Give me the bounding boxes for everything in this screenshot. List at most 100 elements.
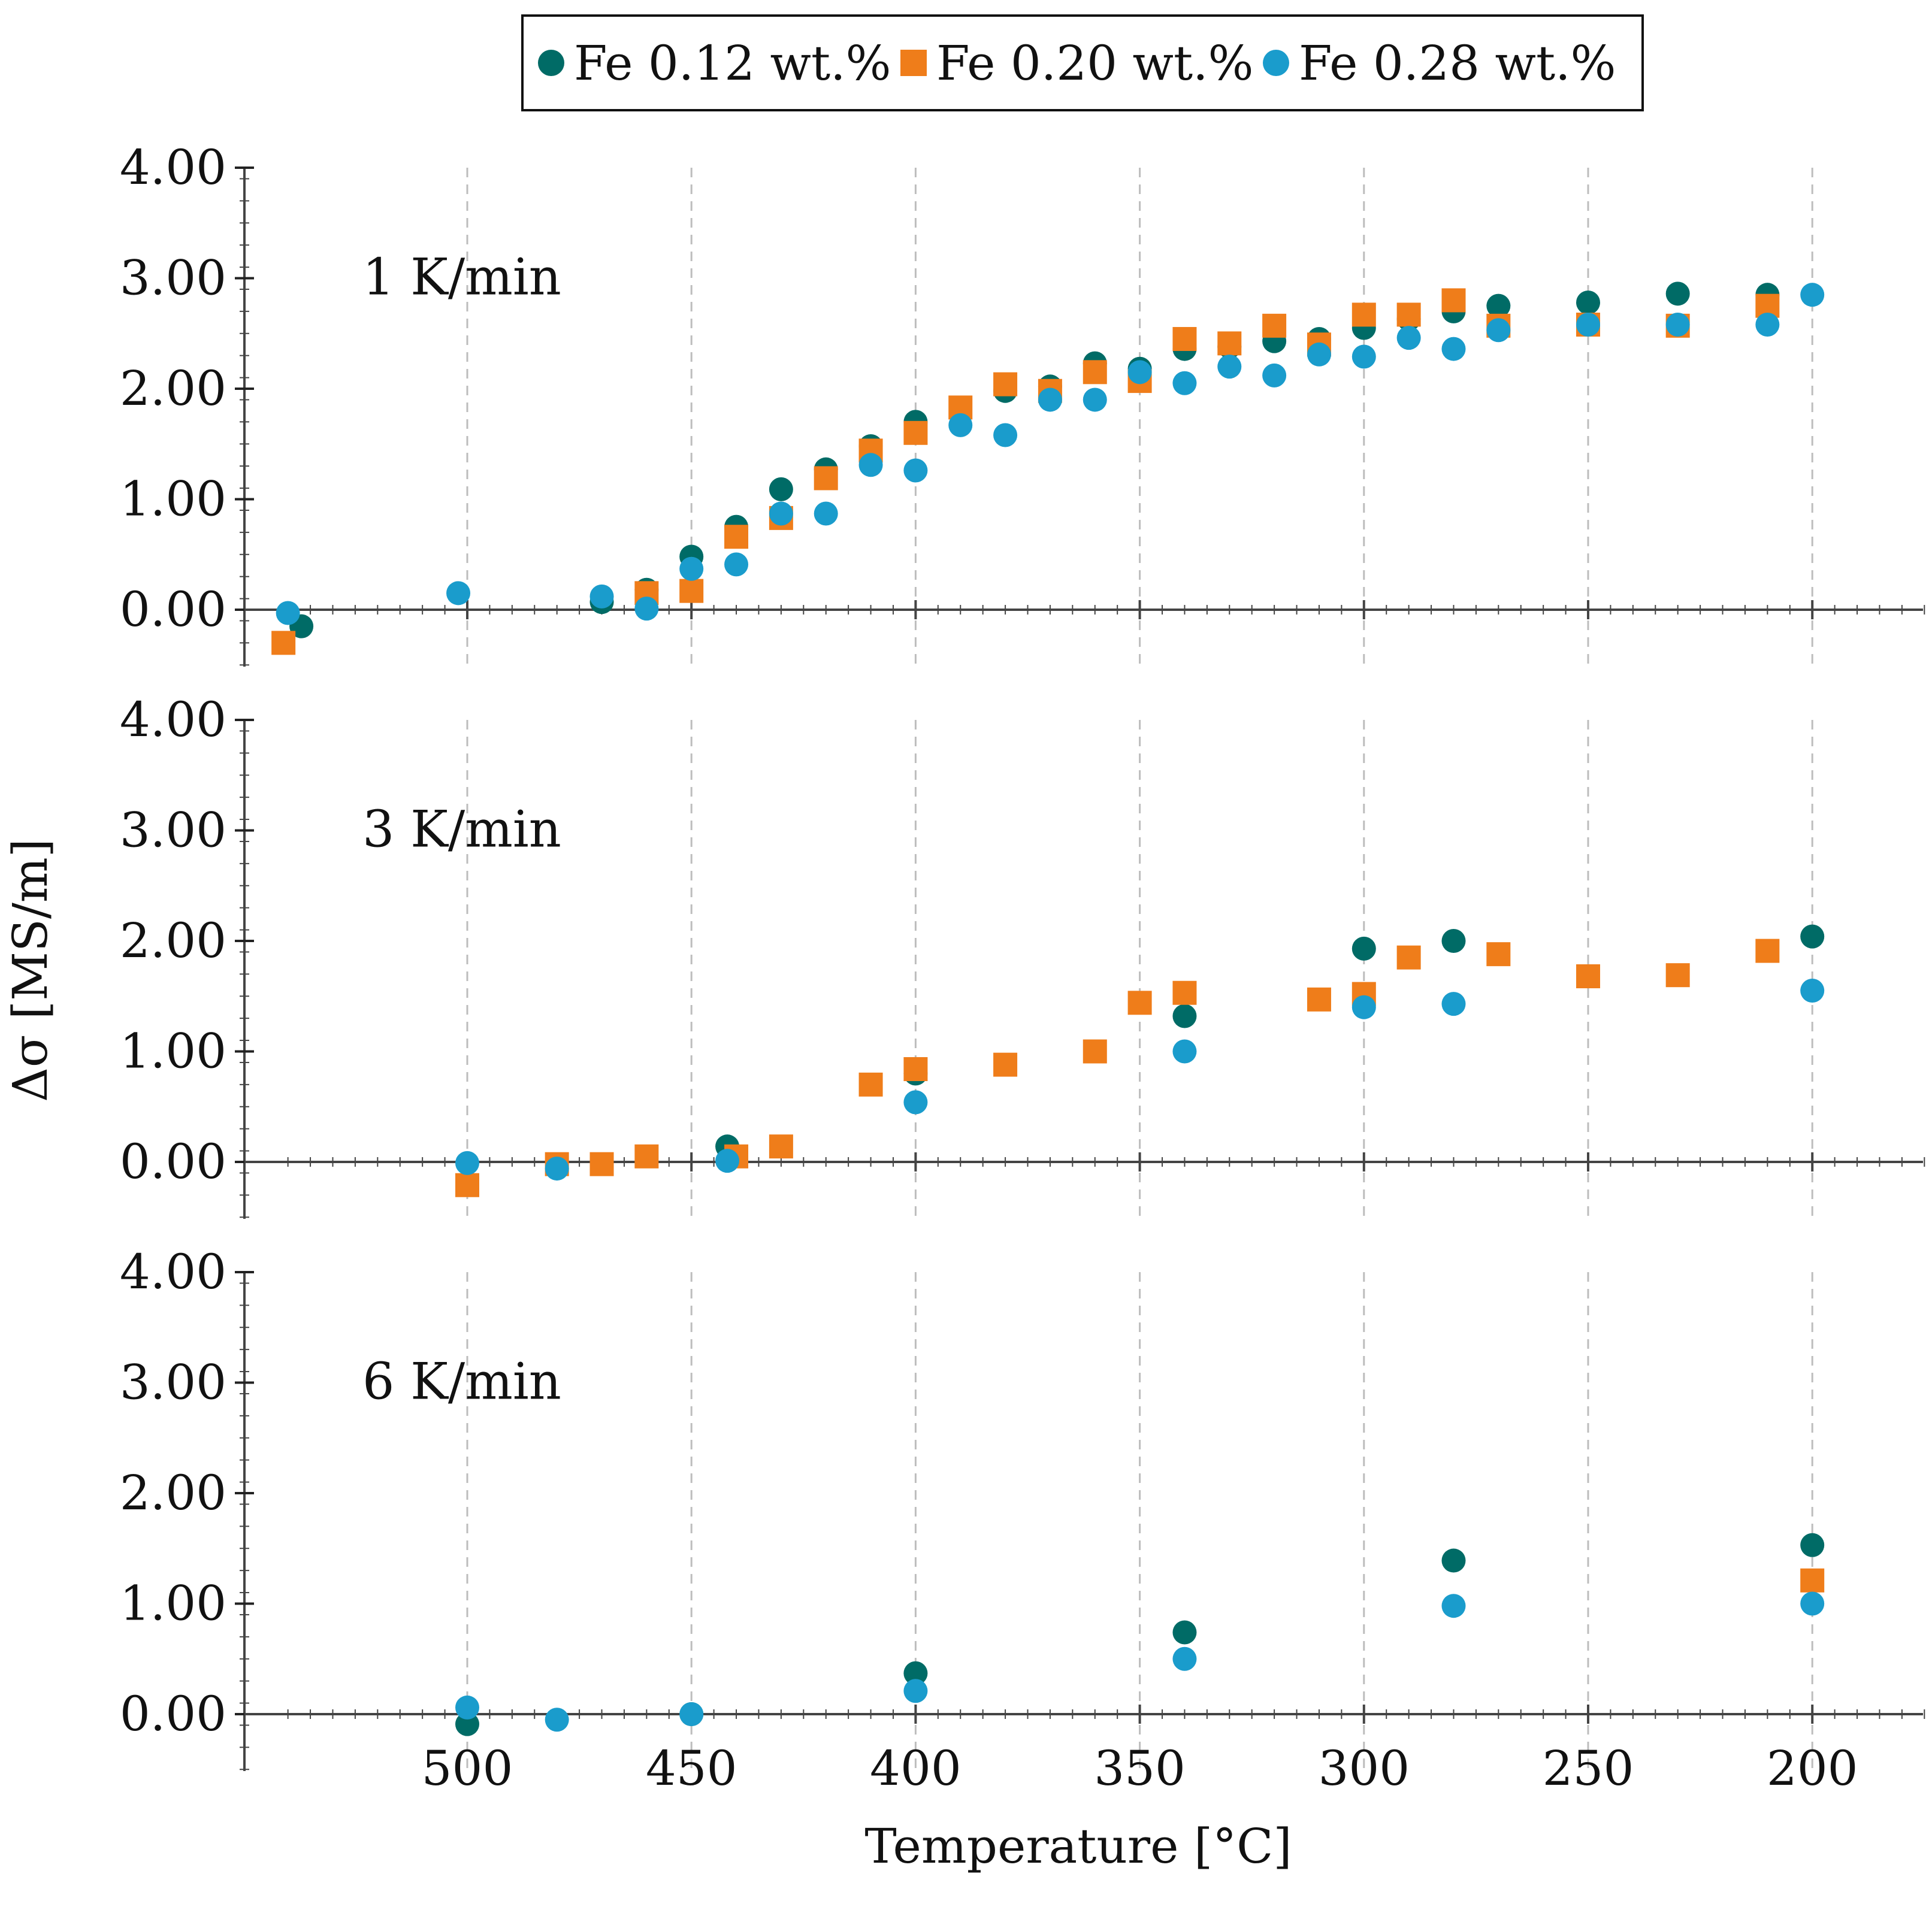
y-tick-label: 2.00 <box>120 1465 226 1521</box>
data-point-circle <box>1486 318 1511 343</box>
data-point-circle <box>1441 929 1466 953</box>
data-point-square <box>1127 991 1152 1015</box>
x-tick-label: 500 <box>422 1741 513 1796</box>
y-tick-label: 4.00 <box>120 692 226 747</box>
panel-label: 6 K/min <box>362 1352 561 1411</box>
data-point-circle <box>769 501 793 526</box>
data-point-circle <box>1800 283 1825 307</box>
data-point-circle <box>1441 992 1466 1016</box>
data-point-circle <box>903 1090 928 1115</box>
data-point-circle <box>1665 281 1690 306</box>
y-axis-label: Δσ [MS/m] <box>2 839 58 1102</box>
x-tick-labels: 500 450 400 350 300 250 200 <box>422 1741 1858 1796</box>
data-point-circle <box>993 423 1018 447</box>
data-point-circle <box>1576 290 1600 315</box>
data-point-square <box>455 1173 479 1197</box>
panel-1: 0.00 1.00 2.00 3.00 4.00 1 K/min <box>120 140 1925 667</box>
data-point-circle <box>455 1151 479 1175</box>
panel-label: 3 K/min <box>362 800 561 859</box>
y-tick-label: 2.00 <box>120 361 226 416</box>
data-point-circle <box>1441 337 1466 361</box>
data-point-circle <box>679 556 704 581</box>
data-point-circle <box>1665 312 1690 337</box>
data-point-square <box>993 1052 1018 1077</box>
data-point-square <box>1172 980 1197 1005</box>
panel-label: 1 K/min <box>362 248 561 307</box>
data-point-circle <box>1172 1646 1197 1671</box>
data-point-square <box>1217 331 1242 356</box>
y-tick-label: 3.00 <box>120 250 226 306</box>
x-tick-label: 250 <box>1543 1741 1634 1796</box>
data-point-circle <box>1800 924 1825 949</box>
data-point-circle <box>1217 355 1242 379</box>
data-point-circle <box>1352 344 1376 369</box>
data-point-circle <box>1083 388 1107 412</box>
data-point-circle <box>1576 312 1600 337</box>
y-tick-label: 3.00 <box>120 1355 226 1410</box>
data-point-square <box>1083 1039 1107 1064</box>
data-point-circle <box>948 413 973 437</box>
data-point-square <box>271 631 296 655</box>
data-point-square <box>903 420 928 445</box>
data-point-square <box>679 579 704 603</box>
data-point-square <box>1396 302 1421 327</box>
y-tick-label: 4.00 <box>120 1244 226 1300</box>
data-point-circle <box>589 584 614 609</box>
y-tick-label: 4.00 <box>120 140 226 195</box>
data-point-circle <box>1800 1591 1825 1616</box>
chart-panels: 0.00 1.00 2.00 3.00 4.00 1 K/min 0.00 1.00 2.00 3… <box>120 140 1925 1796</box>
data-point-circle <box>1486 293 1511 318</box>
data-point-square <box>1441 288 1466 313</box>
data-point-square <box>1800 1568 1825 1593</box>
data-point-circle <box>455 1712 479 1736</box>
data-point-circle <box>1262 363 1287 388</box>
legend-label: Fe 0.20 wt.% <box>936 35 1254 91</box>
legend-marker-circle <box>1263 50 1289 76</box>
x-axis-label: Temperature [°C] <box>864 1818 1292 1874</box>
data-point-circle <box>903 458 928 483</box>
data-point-circle <box>1441 1594 1466 1618</box>
y-tick-label: 1.00 <box>120 471 226 527</box>
data-point-circle <box>858 453 883 477</box>
data-point-circle <box>446 581 471 606</box>
x-tick-label: 450 <box>646 1741 737 1796</box>
data-point-square <box>1396 945 1421 970</box>
data-point-circle <box>724 552 749 577</box>
data-point-circle <box>814 501 838 526</box>
data-point-square <box>814 466 838 491</box>
data-point-circle <box>1352 995 1376 1019</box>
legend-marker-square <box>900 50 927 76</box>
legend-label: Fe 0.12 wt.% <box>574 35 891 91</box>
x-tick-label: 350 <box>1094 1741 1186 1796</box>
data-point-square <box>724 525 749 549</box>
legend-box <box>521 14 1644 111</box>
data-point-circle <box>903 1661 928 1685</box>
data-point-square <box>1486 942 1511 967</box>
data-point-circle <box>634 597 659 621</box>
data-point-square <box>903 1057 928 1082</box>
data-point-circle <box>679 1702 704 1726</box>
data-point-square <box>634 1144 659 1169</box>
data-point-circle <box>455 1695 479 1720</box>
data-point-square <box>858 1072 883 1097</box>
data-point-circle <box>1800 1533 1825 1557</box>
legend: Fe 0.12 wt.% Fe 0.20 wt.% Fe 0.28 wt.% <box>521 14 1644 111</box>
panel-3: 0.00 1.00 2.00 3.00 4.00 6 K/min <box>120 1244 1925 1771</box>
panel-2: 0.00 1.00 2.00 3.00 4.00 3 K/min <box>120 692 1925 1219</box>
y-tick-label: 0.00 <box>120 1686 226 1742</box>
data-point-circle <box>1441 1548 1466 1573</box>
data-point-square <box>1262 313 1287 338</box>
x-tick-label: 300 <box>1318 1741 1410 1796</box>
data-point-square <box>1755 939 1780 963</box>
data-point-square <box>769 1134 793 1159</box>
data-point-square <box>1083 360 1107 385</box>
data-point-circle <box>1307 342 1331 367</box>
x-tick-label: 400 <box>870 1741 962 1796</box>
data-point-circle <box>1352 936 1376 961</box>
data-point-circle <box>545 1708 569 1732</box>
data-point-circle <box>715 1149 740 1173</box>
data-point-circle <box>545 1157 569 1181</box>
data-point-circle <box>1172 1620 1197 1645</box>
y-tick-label: 1.00 <box>120 1024 226 1079</box>
